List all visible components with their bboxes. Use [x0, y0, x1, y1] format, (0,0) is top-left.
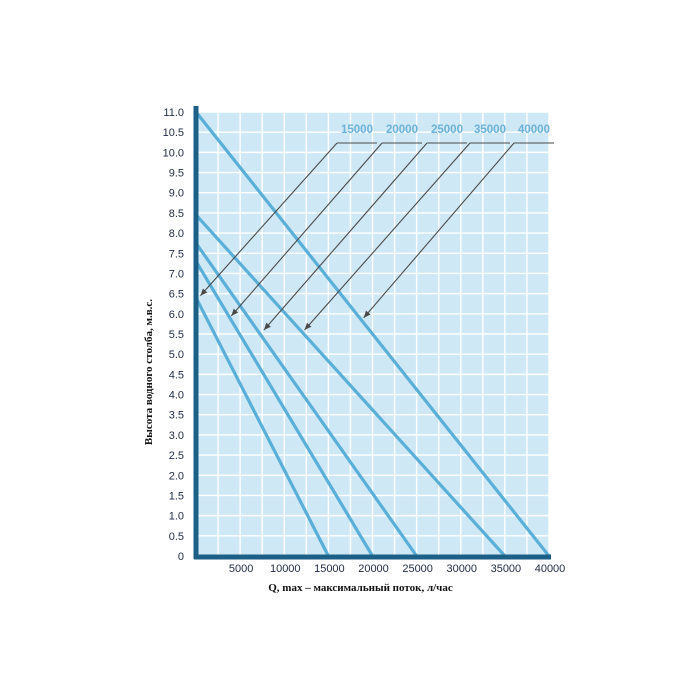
callout-leader-15000: [200, 142, 338, 297]
legend-entry-20000: 20000: [386, 124, 418, 136]
series-line-20000: [194, 259, 375, 558]
callout-leader-35000: [304, 142, 471, 331]
series-lines: [194, 110, 551, 558]
x-tick-label: 25000: [402, 563, 433, 575]
legend-entry-15000: 15000: [341, 124, 373, 136]
series-line-40000: [194, 110, 551, 558]
grid: [195, 111, 550, 557]
legend-entry-40000: 40000: [518, 124, 550, 136]
callout-arrow-15000: [200, 288, 208, 296]
y-tick-label: 8.0: [169, 228, 184, 240]
y-tick-label: 2.0: [169, 470, 184, 482]
y-tick-label: 7.0: [169, 268, 184, 280]
y-tick-label: 6.5: [169, 289, 184, 301]
y-tick-label: 10.0: [163, 147, 184, 159]
x-tick-labels: 5000 10000 15000 20000 25000 30000 35000 40000: [229, 563, 565, 575]
y-tick-label: 0: [178, 551, 184, 563]
y-axis-label: Высота водного столба, м.в.с.: [143, 299, 155, 445]
y-tick-label: 9.0: [169, 188, 184, 200]
legend-callouts: [200, 142, 554, 331]
x-tick-label: 5000: [229, 563, 253, 575]
legend-entry-35000: 35000: [474, 124, 506, 136]
x-tick-label: 20000: [358, 563, 389, 575]
y-tick-label: 4.5: [169, 369, 184, 381]
y-tick-label: 6.0: [169, 309, 184, 321]
y-tick-label: 1.5: [169, 490, 184, 502]
y-tick-label: 3.5: [169, 410, 184, 422]
x-tick-label: 35000: [491, 563, 522, 575]
y-tick-label: 2.5: [169, 450, 184, 462]
x-tick-label: 15000: [314, 563, 345, 575]
x-tick-label: 30000: [446, 563, 477, 575]
y-tick-label: 8.5: [169, 208, 184, 220]
y-tick-label: 5.5: [169, 329, 184, 341]
callout-arrow-20000: [231, 308, 239, 316]
x-tick-label: 40000: [535, 563, 566, 575]
y-tick-label: 11.0: [163, 107, 184, 119]
y-tick-label: 0.5: [169, 531, 184, 543]
y-tick-labels: 0 0.5 1.0 1.5 2.0 2.5 3.0 3.5 4.0 4.5 5.0 5.5 6.0 6.5…: [163, 107, 184, 563]
y-tick-label: 3.0: [169, 430, 184, 442]
y-tick-label: 5.0: [169, 349, 184, 361]
series-line-15000: [194, 296, 330, 558]
y-tick-label: 9.5: [169, 168, 184, 180]
x-tick-label: 10000: [270, 563, 301, 575]
legend: 15000 20000 25000 35000 40000: [341, 124, 550, 136]
callout-arrow-35000: [304, 322, 312, 330]
x-axis-label: Q, max – максимальный поток, л/час: [268, 582, 453, 594]
callout-leader-20000: [230, 142, 383, 317]
y-tick-label: 1.0: [169, 511, 184, 523]
y-tick-label: 10.5: [163, 127, 184, 139]
legend-entry-25000: 25000: [431, 124, 463, 136]
callout-leader-40000: [363, 142, 515, 319]
series-line-25000: [194, 241, 419, 558]
callout-arrow-25000: [263, 322, 271, 330]
axes: [193, 106, 551, 560]
series-line-35000: [194, 213, 507, 558]
callout-arrow-40000: [363, 310, 371, 318]
callout-leader-25000: [263, 142, 428, 331]
y-tick-label: 4.0: [169, 390, 184, 402]
y-tick-label: 7.5: [169, 248, 184, 260]
